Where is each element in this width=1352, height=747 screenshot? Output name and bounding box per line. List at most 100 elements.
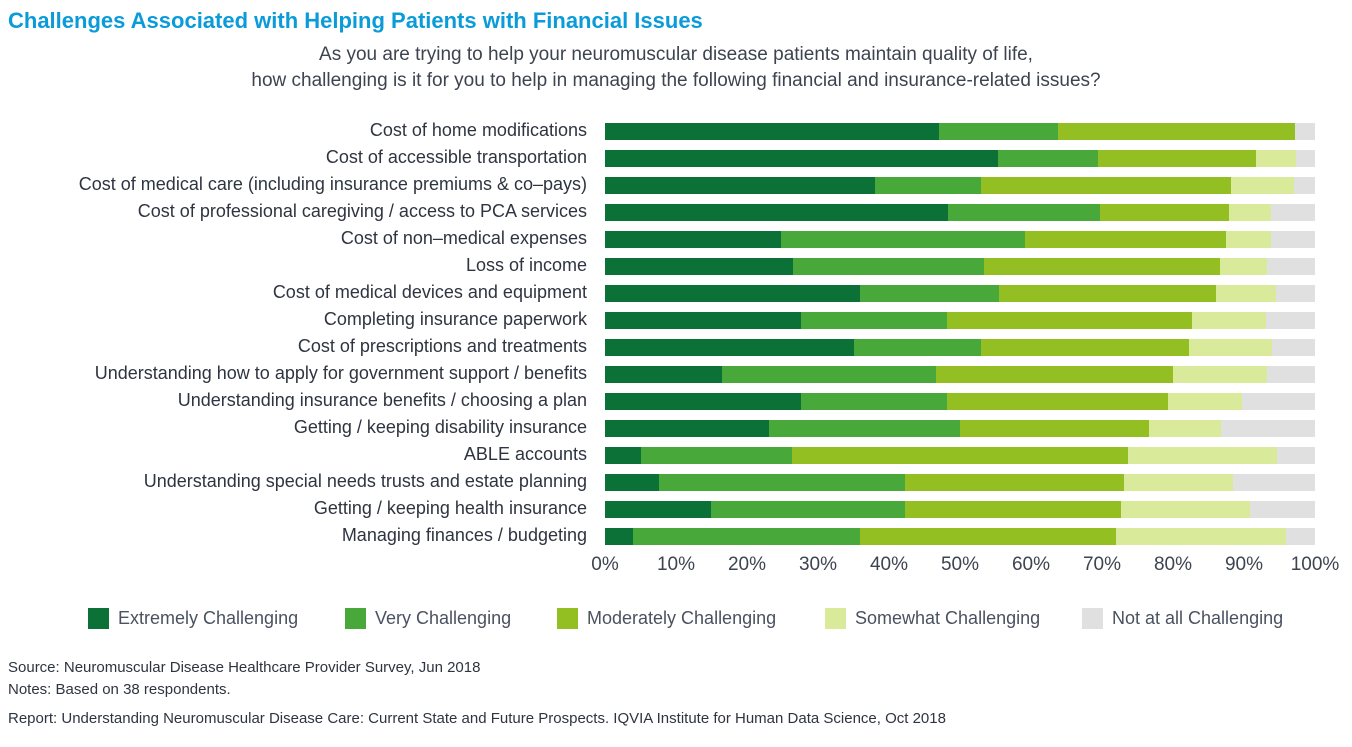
bar-segment — [605, 231, 782, 248]
bar-segment — [605, 474, 660, 491]
bar-segment — [769, 420, 961, 437]
bar-segment — [947, 204, 1101, 221]
legend-item: Somewhat Challenging — [825, 608, 1040, 629]
bar-segment — [1276, 447, 1316, 464]
bar-segment — [905, 474, 1125, 491]
bar-segment — [935, 366, 1174, 383]
bar-segment — [947, 393, 1169, 410]
chart-subtitle-line-1: As you are trying to help your neuromusc… — [319, 44, 1033, 65]
x-tick-label: 40% — [869, 554, 909, 575]
bar-segment — [1124, 474, 1234, 491]
bar-segment — [1271, 339, 1316, 356]
legend-label: Not at all Challenging — [1112, 608, 1284, 628]
bar-segment — [722, 366, 937, 383]
bar-segment — [605, 420, 770, 437]
bar-segment — [854, 339, 982, 356]
bar-segment — [781, 231, 1026, 248]
bar-segment — [1231, 177, 1295, 194]
category-label: Completing insurance paperwork — [323, 309, 587, 329]
bar-segment — [981, 339, 1190, 356]
bar-segment — [605, 339, 855, 356]
bar-segment — [658, 474, 906, 491]
x-tick-label: 0% — [591, 554, 619, 575]
bar-segment — [1121, 501, 1251, 518]
bar-segment — [947, 312, 1193, 329]
bar-segment — [1233, 474, 1316, 491]
bar-segment — [905, 501, 1122, 518]
bar-segment — [605, 366, 723, 383]
bar-segment — [1249, 501, 1316, 518]
category-label: ABLE accounts — [463, 444, 587, 464]
bar-segment — [1099, 204, 1230, 221]
bar-segment — [710, 501, 906, 518]
bar-segment — [1057, 123, 1296, 140]
category-label: Loss of income — [465, 255, 587, 275]
category-label: Cost of non–medical expenses — [340, 228, 587, 248]
legend-label: Very Challenging — [375, 608, 512, 628]
legend-swatch — [1082, 608, 1103, 629]
bar-segment — [605, 528, 634, 545]
category-label: Managing finances / budgeting — [341, 525, 587, 545]
category-label: Cost of home modifications — [369, 120, 587, 140]
legend-label: Moderately Challenging — [587, 608, 777, 628]
category-label: Cost of professional caregiving / access… — [137, 201, 587, 221]
bar-segment — [605, 258, 794, 275]
category-label: Getting / keeping disability insurance — [293, 417, 587, 437]
bar-segment — [1216, 285, 1277, 302]
x-tick-label: 10% — [656, 554, 696, 575]
bar-segment — [1168, 393, 1243, 410]
chart-title: Challenges Associated with Helping Patie… — [8, 8, 703, 33]
bar-segment — [960, 420, 1150, 437]
category-label: Understanding how to apply for governmen… — [94, 363, 587, 383]
bar-segment — [800, 393, 948, 410]
x-tick-label: 60% — [1011, 554, 1051, 575]
bar-segment — [859, 285, 1000, 302]
x-tick-label: 80% — [1153, 554, 1193, 575]
bar-segment — [1116, 528, 1287, 545]
bar-segment — [1270, 204, 1316, 221]
x-tick-label: 70% — [1082, 554, 1122, 575]
bar-segment — [1266, 258, 1316, 275]
x-tick-label: 30% — [798, 554, 838, 575]
chart-subtitle-line-2: how challenging is it for you to help in… — [251, 70, 1101, 91]
legend-item: Very Challenging — [345, 608, 511, 629]
bar-segment — [1192, 312, 1267, 329]
bar-segment — [1229, 204, 1272, 221]
source-note: Source: Neuromuscular Disease Healthcare… — [8, 659, 481, 676]
bar-segment — [1295, 123, 1316, 140]
legend-swatch — [345, 608, 366, 629]
bar-segment — [605, 501, 712, 518]
bar-segment — [1148, 420, 1222, 437]
bar-segment — [605, 447, 642, 464]
category-label: Cost of prescriptions and treatments — [297, 336, 587, 356]
legend-label: Somewhat Challenging — [855, 608, 1041, 628]
bar-segment — [605, 150, 999, 167]
bar-segment — [1295, 150, 1316, 167]
report-citation: Report: Understanding Neuromuscular Dise… — [8, 710, 946, 727]
x-tick-label: 100% — [1290, 554, 1340, 575]
category-label: Getting / keeping health insurance — [313, 498, 587, 518]
legend-swatch — [88, 608, 109, 629]
bar-segment — [1266, 366, 1316, 383]
bar-segment — [641, 447, 793, 464]
category-label: Cost of medical devices and equipment — [272, 282, 587, 302]
bar-segment — [800, 312, 948, 329]
bar-segment — [793, 258, 985, 275]
bar-segment — [984, 258, 1221, 275]
bar-segment — [1189, 339, 1273, 356]
bar-segment — [1241, 393, 1316, 410]
bar-segment — [605, 177, 876, 194]
bar-segment — [874, 177, 982, 194]
category-label: Cost of medical care (including insuranc… — [78, 174, 587, 194]
bar-segment — [1219, 258, 1268, 275]
bar-segment — [1293, 177, 1316, 194]
bar-segment — [605, 123, 940, 140]
legend-label: Extremely Challenging — [118, 608, 299, 628]
bar-segment — [1226, 231, 1272, 248]
category-label: Cost of accessible transportation — [325, 147, 587, 167]
bar-segment — [1256, 150, 1297, 167]
bar-segment — [605, 204, 949, 221]
bar-segment — [605, 312, 802, 329]
bar-segment — [605, 285, 861, 302]
